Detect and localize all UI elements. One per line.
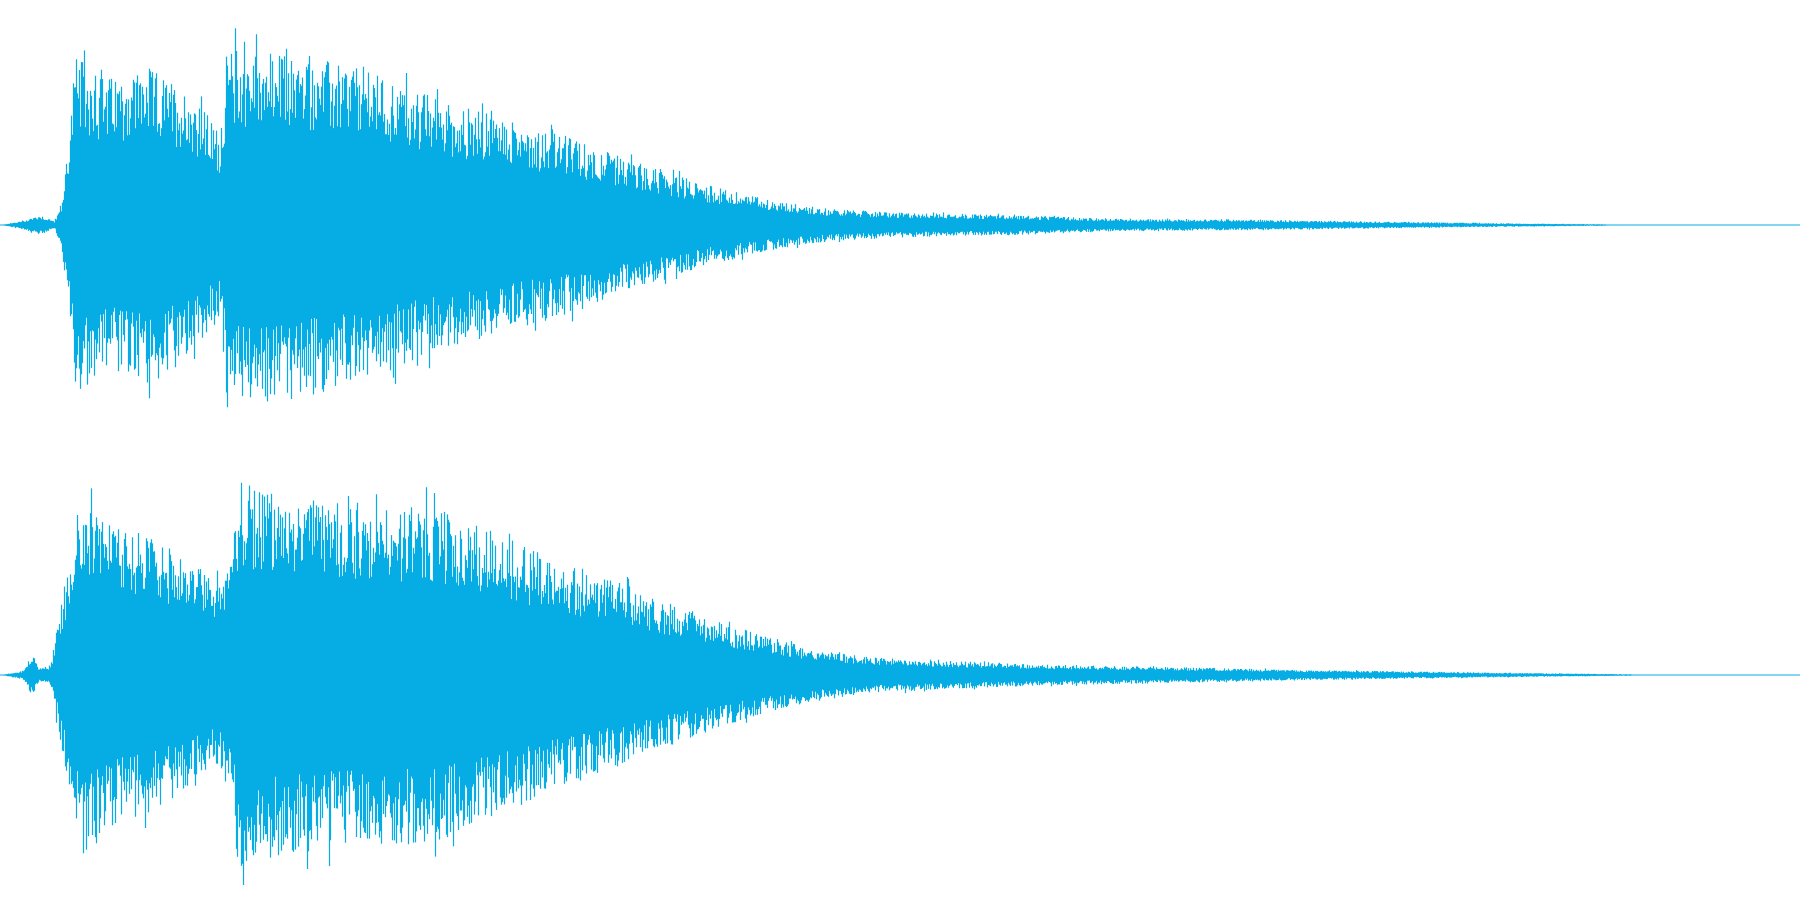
waveform-core (0, 125, 1620, 325)
channel-bottom-waveform (0, 482, 1800, 885)
waveform-core (0, 568, 1639, 782)
channel-top-waveform (0, 28, 1800, 408)
